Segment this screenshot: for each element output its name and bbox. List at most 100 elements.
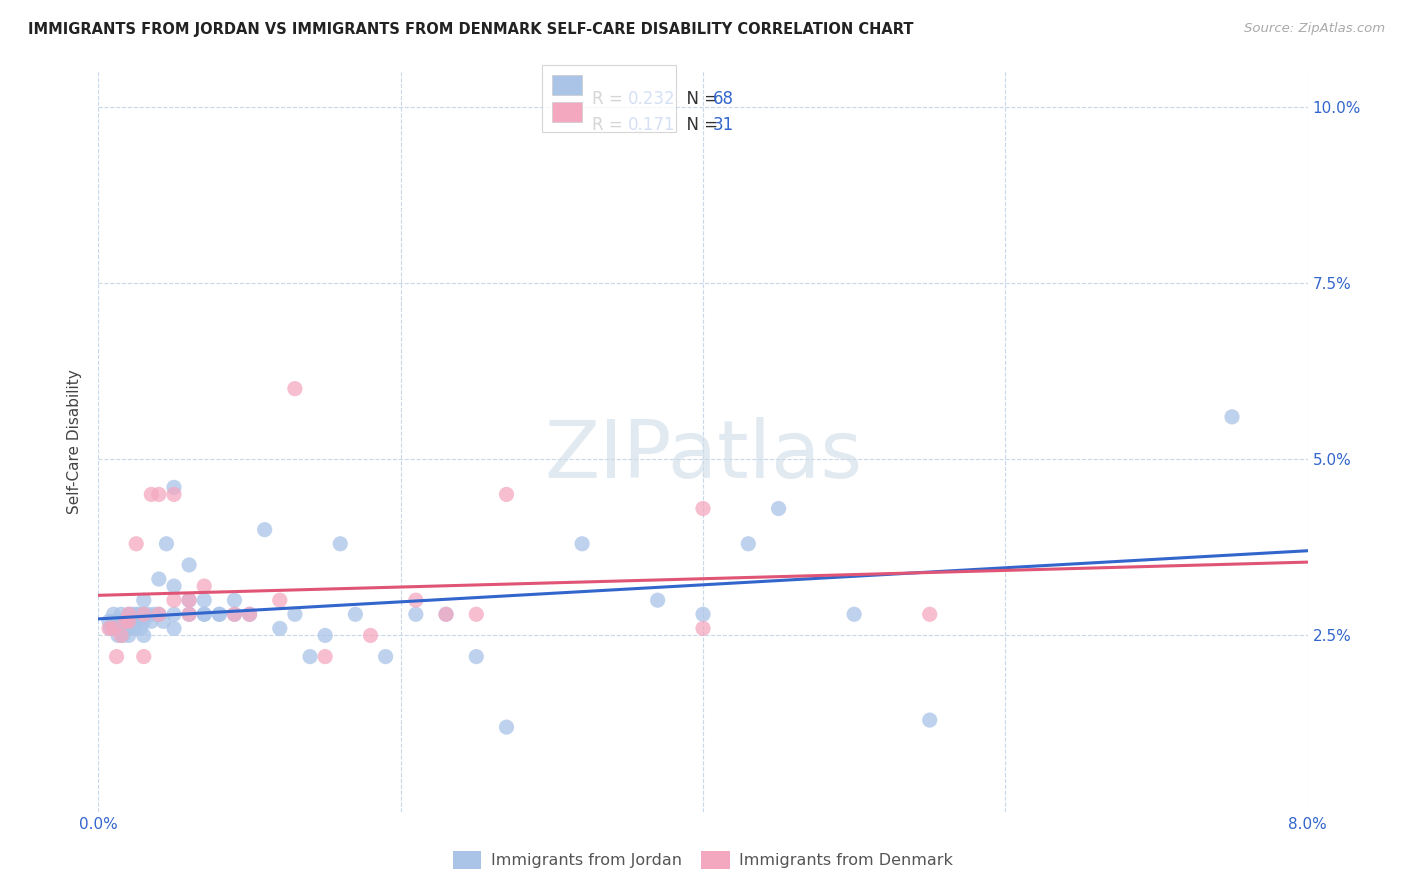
Point	[163, 607, 186, 622]
Point	[118, 621, 141, 635]
Point	[344, 607, 367, 622]
Point	[110, 621, 132, 635]
Point	[122, 615, 145, 629]
Text: R =: R =	[592, 116, 633, 134]
Point	[374, 649, 396, 664]
Point	[495, 720, 517, 734]
Text: N =: N =	[676, 116, 724, 134]
Point	[107, 628, 129, 642]
Text: 31: 31	[713, 116, 734, 134]
Point	[163, 487, 186, 501]
Point	[143, 607, 166, 622]
Point	[163, 480, 186, 494]
Point	[136, 607, 159, 622]
Text: R =: R =	[592, 90, 627, 108]
Text: IMMIGRANTS FROM JORDAN VS IMMIGRANTS FROM DENMARK SELF-CARE DISABILITY CORRELATI: IMMIGRANTS FROM JORDAN VS IMMIGRANTS FRO…	[28, 22, 914, 37]
Point	[148, 572, 170, 586]
Point	[179, 607, 201, 622]
Point	[105, 649, 128, 664]
Point	[208, 607, 231, 622]
Point	[465, 607, 488, 622]
Point	[737, 537, 759, 551]
Text: 0.232: 0.232	[628, 90, 676, 108]
Point	[224, 593, 246, 607]
Point	[253, 523, 276, 537]
Point	[360, 628, 382, 642]
Point	[193, 607, 215, 622]
Point	[127, 615, 149, 629]
Point	[768, 501, 790, 516]
Point	[692, 501, 714, 516]
Point	[110, 628, 132, 642]
Point	[314, 649, 336, 664]
Point	[179, 558, 201, 572]
Point	[103, 607, 125, 622]
Point	[269, 621, 291, 635]
Point	[114, 615, 136, 629]
Text: ZIPatlas: ZIPatlas	[544, 417, 862, 495]
Point	[1220, 409, 1243, 424]
Point	[405, 607, 427, 622]
Text: 0.171: 0.171	[628, 116, 675, 134]
Point	[141, 615, 163, 629]
Point	[111, 628, 134, 642]
Point	[692, 621, 714, 635]
Point	[118, 615, 141, 629]
Point	[314, 628, 336, 642]
Point	[118, 607, 141, 622]
Point	[141, 487, 163, 501]
Point	[103, 615, 125, 629]
Point	[465, 649, 488, 664]
Point	[105, 615, 128, 629]
Point	[98, 615, 121, 629]
Point	[193, 593, 215, 607]
Point	[128, 607, 150, 622]
Point	[179, 593, 201, 607]
Point	[434, 607, 457, 622]
Point	[844, 607, 866, 622]
Point	[129, 621, 152, 635]
Point	[132, 593, 155, 607]
Point	[124, 621, 146, 635]
Point	[132, 649, 155, 664]
Point	[155, 537, 177, 551]
Text: 68: 68	[713, 90, 734, 108]
Point	[284, 607, 307, 622]
Point	[329, 537, 352, 551]
Point	[163, 579, 186, 593]
Point	[179, 607, 201, 622]
Point	[163, 593, 186, 607]
Point	[132, 615, 155, 629]
Point	[434, 607, 457, 622]
Point	[132, 607, 155, 622]
Point	[148, 607, 170, 622]
Point	[269, 593, 291, 607]
Point	[405, 593, 427, 607]
Point	[239, 607, 262, 622]
Point	[224, 607, 246, 622]
Point	[103, 621, 125, 635]
Point	[110, 607, 132, 622]
Point	[918, 607, 941, 622]
Point	[918, 713, 941, 727]
Point	[114, 621, 136, 635]
Point	[112, 615, 135, 629]
Point	[152, 615, 174, 629]
Point	[121, 607, 143, 622]
Point	[132, 628, 155, 642]
Point	[193, 579, 215, 593]
Y-axis label: Self-Care Disability: Self-Care Disability	[67, 369, 83, 514]
Legend:               ,               : ,	[543, 65, 675, 132]
Point	[284, 382, 307, 396]
Point	[118, 607, 141, 622]
Point	[98, 621, 121, 635]
Point	[692, 607, 714, 622]
Text: N =: N =	[676, 90, 724, 108]
Point	[118, 628, 141, 642]
Text: Source: ZipAtlas.com: Source: ZipAtlas.com	[1244, 22, 1385, 36]
Point	[495, 487, 517, 501]
Point	[299, 649, 322, 664]
Point	[100, 621, 122, 635]
Point	[125, 607, 148, 622]
Legend: Immigrants from Jordan, Immigrants from Denmark: Immigrants from Jordan, Immigrants from …	[446, 845, 960, 875]
